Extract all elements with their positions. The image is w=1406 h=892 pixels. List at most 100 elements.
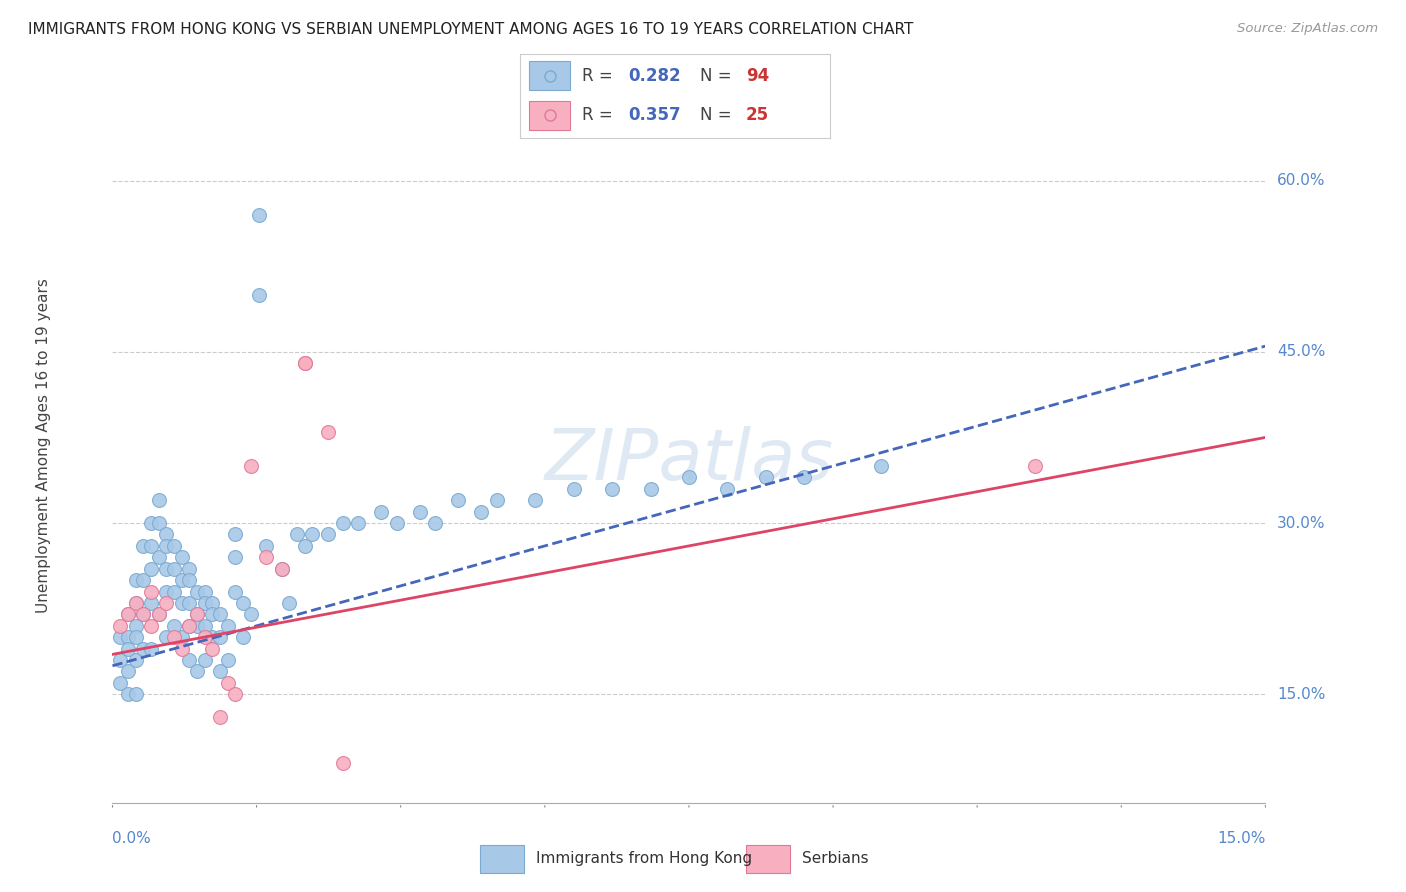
Point <box>170 550 193 565</box>
Text: Serbians: Serbians <box>801 851 869 866</box>
Point <box>270 562 292 576</box>
Point <box>155 596 177 610</box>
Point <box>232 630 254 644</box>
Text: N =: N = <box>700 106 737 124</box>
Point <box>132 573 155 587</box>
Text: R =: R = <box>582 67 619 85</box>
Point <box>124 687 146 701</box>
Point <box>186 619 208 633</box>
Point <box>163 539 186 553</box>
Text: Unemployment Among Ages 16 to 19 years: Unemployment Among Ages 16 to 19 years <box>35 278 51 614</box>
Point <box>186 607 208 622</box>
Point <box>301 527 323 541</box>
Point <box>108 676 131 690</box>
Point <box>139 641 162 656</box>
Point <box>139 539 162 553</box>
Point <box>194 596 217 610</box>
Point <box>217 653 239 667</box>
Point <box>179 619 201 633</box>
Text: ZIPatlas: ZIPatlas <box>544 425 834 495</box>
Point <box>124 653 146 667</box>
Point <box>170 596 193 610</box>
Text: 60.0%: 60.0% <box>1277 173 1326 188</box>
Point <box>793 470 815 484</box>
Point <box>254 539 277 553</box>
Point <box>194 584 217 599</box>
Point <box>447 493 470 508</box>
Point <box>148 607 170 622</box>
Point <box>139 596 162 610</box>
Point <box>117 607 139 622</box>
Point <box>209 607 232 622</box>
Point <box>224 584 246 599</box>
Point <box>201 607 224 622</box>
Point <box>124 630 146 644</box>
Point <box>247 208 270 222</box>
Point <box>117 641 139 656</box>
Point <box>186 607 208 622</box>
Point <box>108 619 131 633</box>
FancyBboxPatch shape <box>530 101 569 130</box>
Point <box>163 630 186 644</box>
Point <box>179 619 201 633</box>
Point <box>217 676 239 690</box>
Point <box>1024 458 1046 473</box>
Point <box>247 287 270 301</box>
Point <box>148 516 170 530</box>
Point <box>148 493 170 508</box>
Text: 30.0%: 30.0% <box>1277 516 1326 531</box>
FancyBboxPatch shape <box>747 845 790 872</box>
Text: R =: R = <box>582 106 619 124</box>
Point <box>117 665 139 679</box>
Point <box>124 619 146 633</box>
Point <box>232 596 254 610</box>
Point <box>139 562 162 576</box>
Point <box>332 516 354 530</box>
Point <box>170 641 193 656</box>
Point <box>108 630 131 644</box>
Point <box>170 630 193 644</box>
Text: 0.282: 0.282 <box>628 67 681 85</box>
Point <box>155 527 177 541</box>
Point <box>179 562 201 576</box>
Point <box>316 425 339 439</box>
Point <box>132 607 155 622</box>
Point <box>132 607 155 622</box>
Text: 0.357: 0.357 <box>628 106 681 124</box>
Point <box>485 493 508 508</box>
Point <box>678 470 700 484</box>
Point <box>254 550 277 565</box>
Point <box>294 356 316 370</box>
Point <box>347 516 370 530</box>
Text: N =: N = <box>700 67 737 85</box>
Point <box>186 584 208 599</box>
Point <box>385 516 408 530</box>
FancyBboxPatch shape <box>481 845 523 872</box>
Point <box>209 665 232 679</box>
Point <box>278 596 301 610</box>
Point <box>108 653 131 667</box>
Point <box>163 619 186 633</box>
Point <box>217 619 239 633</box>
Point <box>201 630 224 644</box>
Text: Immigrants from Hong Kong: Immigrants from Hong Kong <box>536 851 752 866</box>
Point <box>155 539 177 553</box>
Point <box>124 573 146 587</box>
Point <box>640 482 662 496</box>
Point <box>163 584 186 599</box>
Point <box>124 596 146 610</box>
Point <box>270 562 292 576</box>
Text: IMMIGRANTS FROM HONG KONG VS SERBIAN UNEMPLOYMENT AMONG AGES 16 TO 19 YEARS CORR: IMMIGRANTS FROM HONG KONG VS SERBIAN UNE… <box>28 22 914 37</box>
Text: 0.0%: 0.0% <box>112 831 152 847</box>
Point <box>285 527 308 541</box>
Point <box>179 596 201 610</box>
Point <box>716 482 738 496</box>
Point <box>201 641 224 656</box>
Point <box>139 619 162 633</box>
Point <box>224 687 246 701</box>
Point <box>194 630 217 644</box>
Point <box>332 756 354 770</box>
Point <box>148 607 170 622</box>
Point <box>132 641 155 656</box>
Point <box>600 482 623 496</box>
